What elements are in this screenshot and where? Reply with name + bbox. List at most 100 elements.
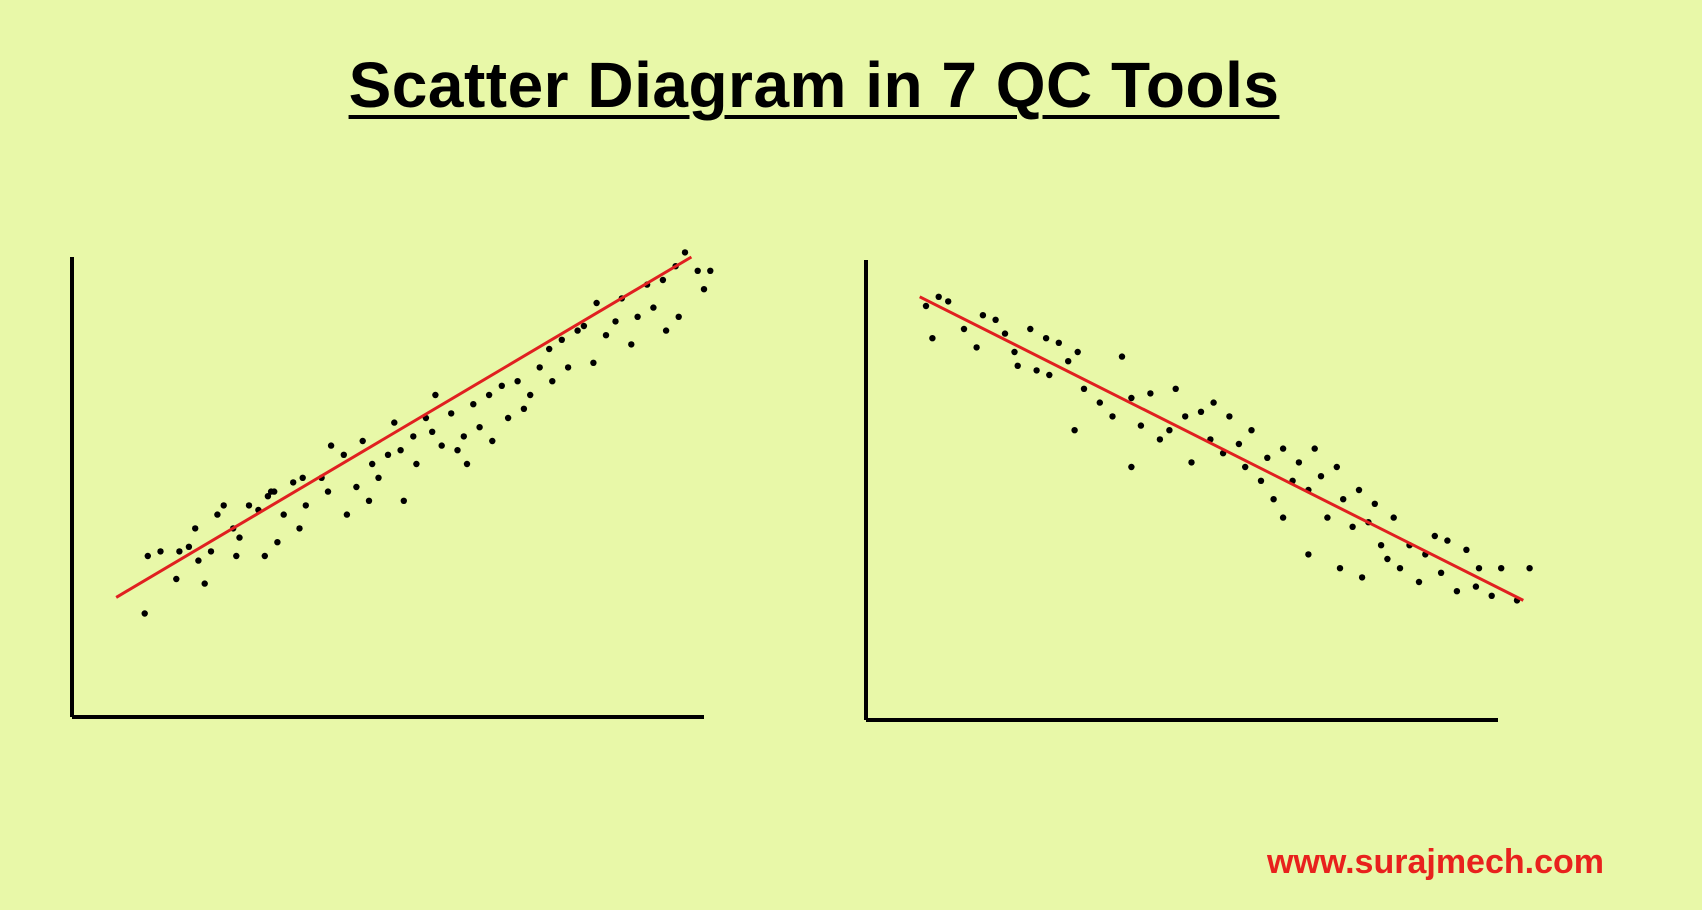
data-point xyxy=(1377,542,1385,549)
data-point xyxy=(1109,413,1116,420)
data-point xyxy=(1128,463,1135,471)
data-point xyxy=(1437,569,1445,576)
data-point xyxy=(1235,440,1243,448)
trend-line xyxy=(919,295,1524,602)
data-point xyxy=(267,488,275,495)
data-point xyxy=(299,474,306,481)
data-point xyxy=(922,302,930,310)
data-point xyxy=(233,552,240,560)
data-point xyxy=(1046,371,1053,379)
data-point xyxy=(1415,578,1423,586)
data-point xyxy=(1431,532,1439,540)
data-point xyxy=(1096,399,1104,406)
data-point xyxy=(176,548,183,555)
data-point xyxy=(391,419,398,426)
data-point xyxy=(1279,514,1287,521)
data-point xyxy=(634,313,641,320)
data-point xyxy=(397,447,404,454)
data-point xyxy=(1340,496,1347,503)
data-point xyxy=(1011,348,1018,356)
data-point xyxy=(141,610,148,617)
data-point xyxy=(1371,500,1379,507)
data-point xyxy=(236,534,243,541)
data-point xyxy=(504,414,512,422)
data-point xyxy=(1311,445,1318,452)
data-point xyxy=(1242,463,1249,471)
data-point xyxy=(628,341,635,348)
data-point xyxy=(1033,367,1040,374)
data-point xyxy=(274,539,281,546)
data-point xyxy=(1333,463,1341,471)
data-point xyxy=(1396,565,1404,572)
data-point xyxy=(207,548,215,555)
data-point xyxy=(353,483,360,491)
data-point xyxy=(707,267,714,274)
data-point xyxy=(1188,459,1195,466)
data-point xyxy=(340,451,347,458)
data-point xyxy=(1358,574,1366,581)
data-point xyxy=(1526,565,1533,572)
data-point xyxy=(1128,394,1135,402)
data-point xyxy=(1264,454,1271,461)
data-point xyxy=(979,312,987,319)
data-point xyxy=(400,497,407,504)
data-point xyxy=(558,336,565,343)
data-point xyxy=(1453,588,1461,595)
data-point xyxy=(157,548,164,555)
data-point xyxy=(280,511,287,518)
data-point xyxy=(365,497,373,504)
data-point xyxy=(1317,473,1325,480)
data-point xyxy=(1384,555,1391,563)
data-point xyxy=(536,364,543,371)
data-point xyxy=(429,428,436,435)
data-point xyxy=(1042,335,1050,342)
data-point xyxy=(1210,399,1217,406)
data-point xyxy=(438,442,445,449)
data-point xyxy=(1270,496,1277,503)
data-point xyxy=(1118,353,1126,360)
data-point xyxy=(675,313,682,320)
data-point xyxy=(413,460,420,468)
data-point xyxy=(992,316,999,323)
data-point xyxy=(343,511,351,518)
data-point xyxy=(549,378,556,385)
data-point xyxy=(498,382,505,389)
data-point xyxy=(700,286,708,293)
data-point xyxy=(1137,422,1145,429)
data-point xyxy=(489,437,496,445)
data-point xyxy=(1444,537,1451,544)
data-point xyxy=(1182,413,1189,420)
data-point xyxy=(1295,459,1303,466)
data-point xyxy=(1472,583,1480,590)
data-point xyxy=(593,299,600,307)
data-point xyxy=(929,335,936,342)
data-point xyxy=(1257,477,1265,484)
data-point xyxy=(1055,339,1063,346)
data-point xyxy=(410,433,417,440)
data-point xyxy=(590,359,597,366)
data-point xyxy=(520,405,528,412)
data-point xyxy=(580,322,588,330)
data-point xyxy=(485,391,493,399)
data-point xyxy=(384,451,392,458)
data-point xyxy=(264,493,272,500)
data-point xyxy=(1279,445,1287,452)
data-point xyxy=(1305,551,1312,558)
data-point xyxy=(261,552,268,560)
data-point xyxy=(463,460,471,468)
data-point xyxy=(185,543,193,550)
data-point xyxy=(1336,565,1344,572)
data-point xyxy=(659,276,667,284)
data-point xyxy=(1001,330,1009,337)
data-point xyxy=(527,391,534,399)
data-point xyxy=(448,410,455,417)
data-point xyxy=(1074,348,1081,356)
data-point xyxy=(1166,427,1173,434)
data-point xyxy=(369,460,376,468)
data-point xyxy=(201,580,208,587)
data-point xyxy=(454,447,461,454)
data-point xyxy=(214,511,221,518)
data-point xyxy=(1488,592,1495,599)
negative-correlation-scatter xyxy=(864,260,1533,722)
